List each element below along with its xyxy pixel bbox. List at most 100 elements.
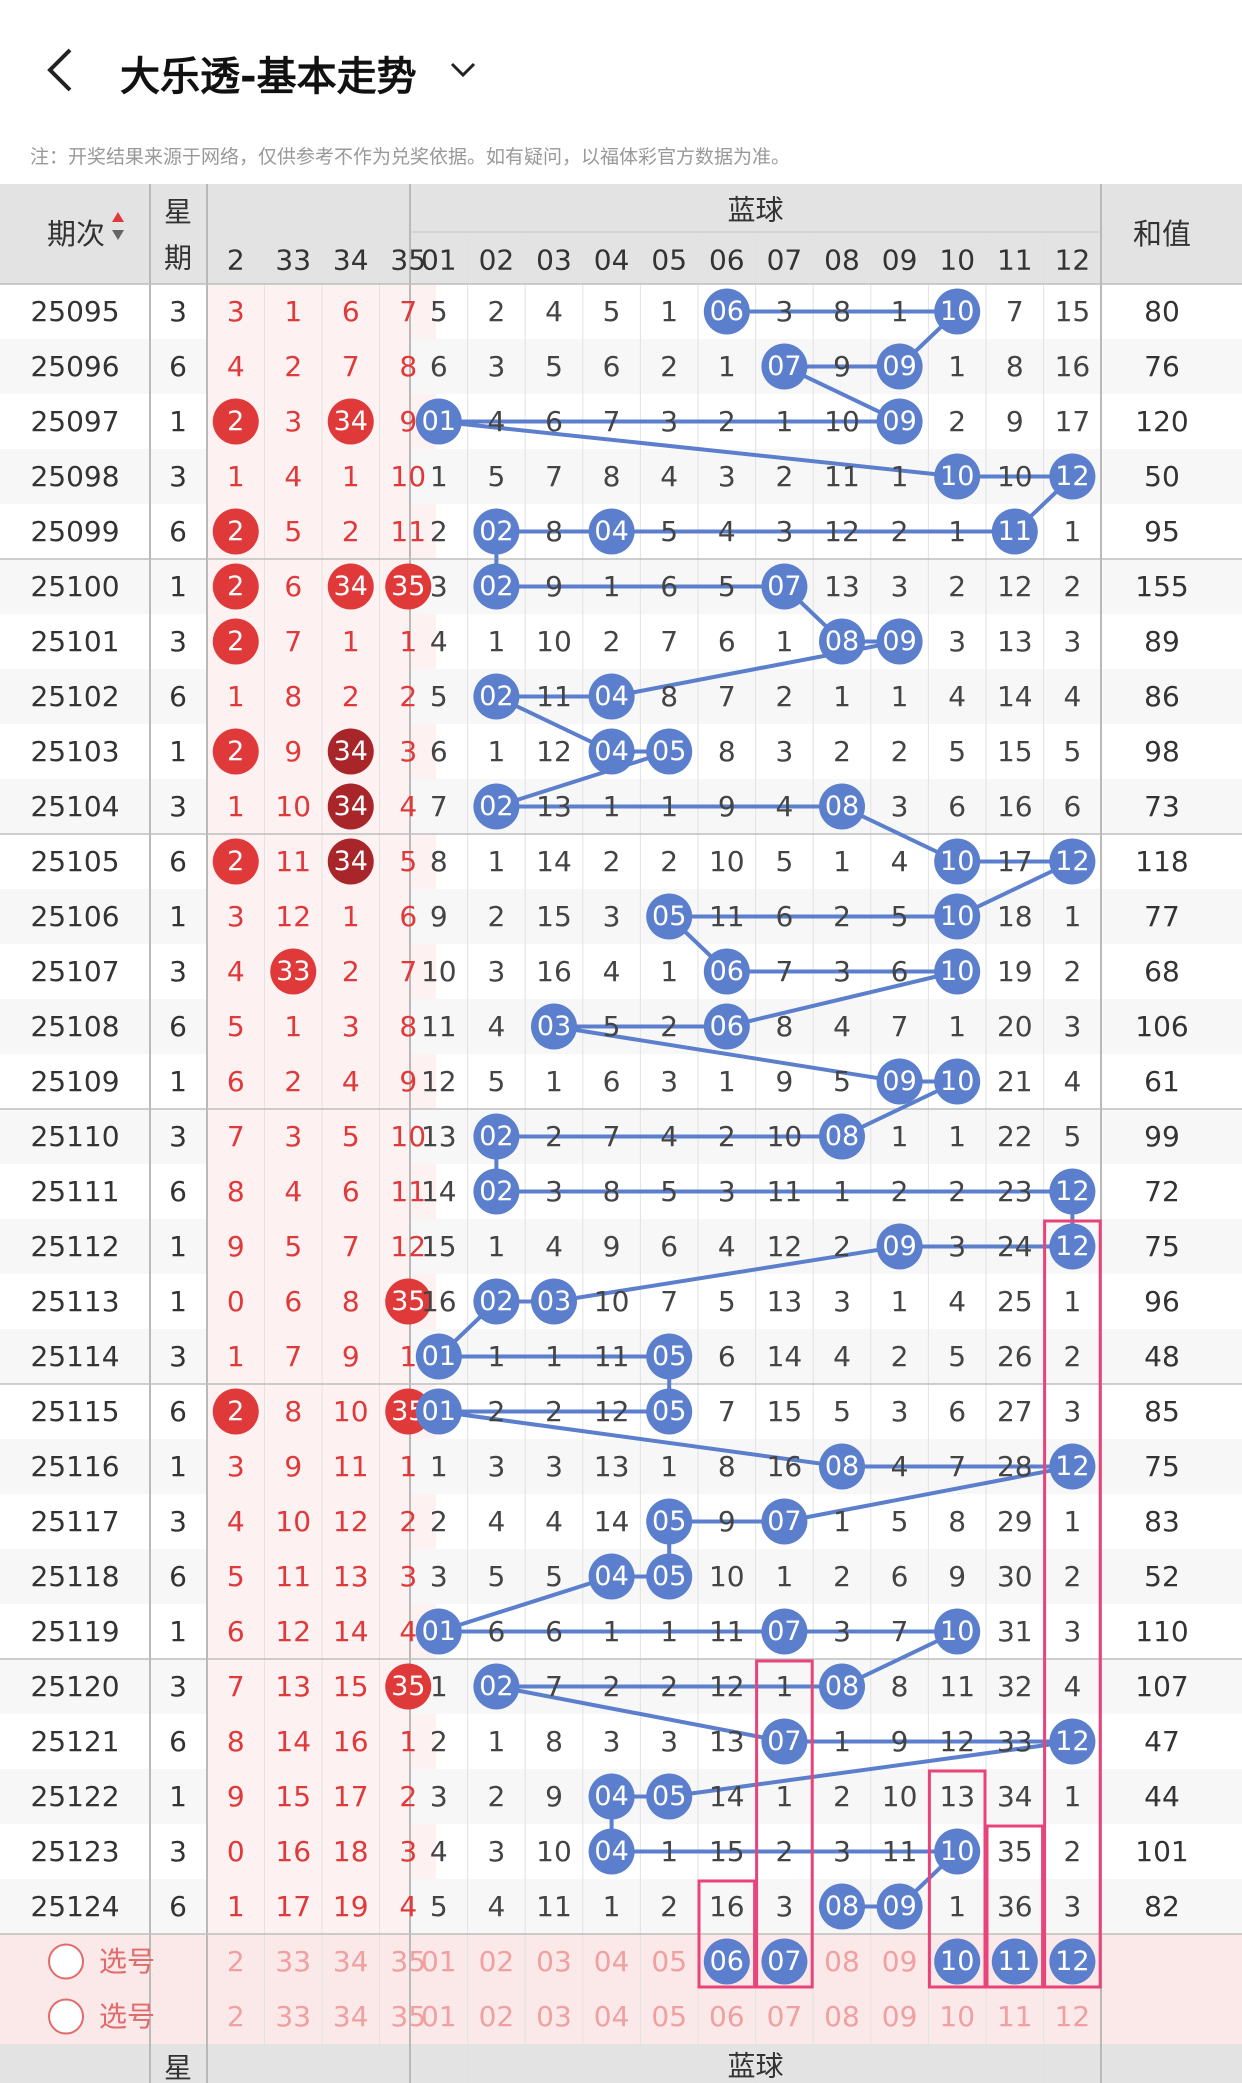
sum-cell: 98	[1144, 735, 1180, 768]
select-blue-number[interactable]: 08	[824, 2000, 860, 2033]
blue-miss-count: 2	[1063, 1560, 1081, 1593]
blue-miss-count: 8	[1006, 350, 1024, 383]
table-row[interactable]: 25114 3 1 7 9 1 01 1 1 11 05 6 14 4 2 5 26 2 48	[30, 1333, 1180, 1380]
back-chevron-icon[interactable]	[40, 46, 80, 94]
blue-miss-count: 10	[997, 460, 1033, 493]
red-miss-count: 2	[284, 350, 302, 383]
select-blue-number[interactable]: 04	[594, 2000, 630, 2033]
blue-ball	[876, 343, 923, 390]
select-blue-number[interactable]: 02	[479, 1945, 515, 1978]
table-row[interactable]: 25107 3 4 33 2 7 10 3 16 4 1 06 7 3 6 10 19 2 68	[30, 948, 1180, 995]
select-red-number[interactable]: 2	[227, 2000, 245, 2033]
table-row[interactable]: 25119 1 6 12 14 4 01 6 6 1 1 11 07 3 7 10 31 3 110	[30, 1608, 1189, 1655]
table-row[interactable]: 25120 3 7 13 15 35 1 02 7 2 2 12 1 08 8 11 32 4 107	[30, 1663, 1189, 1710]
select-blue-number[interactable]: 01	[421, 1945, 457, 1978]
select-blue-number[interactable]: 02	[479, 2000, 515, 2033]
select-blue-number[interactable]: 08	[824, 1945, 860, 1978]
table-row[interactable]: 25095 3 3 1 6 7 5 2 4 5 1 06 3 8 1 10 7 15 80	[30, 288, 1180, 335]
blue-miss-count: 2	[660, 350, 678, 383]
select-blue-number[interactable]: 12	[1055, 2000, 1091, 2033]
select-red-number[interactable]: 34	[333, 1945, 369, 1978]
table-row[interactable]: 25108 6 5 1 3 8 11 4 03 5 2 06 8 4 7 1 20 3 106	[30, 1003, 1189, 1050]
radio-icon[interactable]	[48, 1943, 84, 1980]
select-red-number[interactable]: 33	[275, 1945, 311, 1978]
select-blue-number[interactable]: 05	[651, 1945, 687, 1978]
select-blue-number[interactable]: 07	[767, 2000, 803, 2033]
table-row[interactable]: 25097 1 2 3 34 9 01 4 6 7 3 2 1 10 09 2 9 17 120	[30, 398, 1189, 445]
radio-icon[interactable]	[48, 1998, 84, 2035]
red-miss-count: 10	[275, 790, 311, 823]
blue-miss-count: 6	[718, 625, 736, 658]
red-miss-count: 7	[284, 1340, 302, 1373]
select-blue-number[interactable]: 05	[651, 2000, 687, 2033]
select-blue-number[interactable]: 06	[709, 2000, 745, 2033]
blue-miss-count: 3	[948, 625, 966, 658]
period-cell: 25109	[30, 1065, 119, 1098]
table-row[interactable]: 25116 1 3 9 11 1 1 3 3 13 1 8 16 08 4 7 28 12 75	[30, 1443, 1180, 1490]
table-row[interactable]: 25103 1 2 9 34 3 6 1 12 04 05 8 3 2 2 5 15 5 98	[30, 728, 1180, 775]
table-row[interactable]: 25098 3 1 4 1 10 1 5 7 8 4 3 2 11 1 10 10 12 50	[30, 453, 1180, 500]
select-red-number[interactable]: 33	[275, 2000, 311, 2033]
selected-blue-ball[interactable]	[1049, 1938, 1096, 1985]
table-row[interactable]: 25105 6 2 11 34 5 8 1 14 2 2 10 5 1 4 10 17 12 118	[30, 838, 1189, 885]
blue-miss-count: 3	[1063, 1890, 1081, 1923]
select-red-number[interactable]: 35	[390, 1945, 426, 1978]
table-row[interactable]: 25106 1 3 12 1 6 9 2 15 3 05 11 6 2 5 10 18 1 77	[30, 893, 1180, 940]
selected-blue-ball[interactable]	[934, 1938, 981, 1985]
blue-miss-count: 4	[603, 955, 621, 988]
blue-miss-count: 10	[536, 1835, 572, 1868]
blue-ball-number: 07	[767, 1506, 801, 1537]
selected-blue-ball[interactable]	[703, 1938, 750, 1985]
table-row[interactable]: 25123 3 0 16 18 3 4 3 10 04 1 15 2 3 11 10 35 2 101	[30, 1828, 1189, 1875]
table-row[interactable]: 25109 1 6 2 4 9 12 5 1 6 3 1 9 5 09 10 21 4 61	[30, 1058, 1180, 1105]
select-blue-number[interactable]: 03	[536, 1945, 572, 1978]
row-stripe	[0, 339, 207, 394]
blue-miss-count: 1	[775, 1560, 793, 1593]
select-red-number[interactable]: 35	[390, 2000, 426, 2033]
table-row[interactable]: 25118 6 5 11 13 3 3 5 5 04 05 10 1 2 6 9 30 2 52	[30, 1553, 1180, 1600]
select-blue-number[interactable]: 01	[421, 2000, 457, 2033]
table-row[interactable]: 25099 6 2 5 2 11 2 02 8 04 5 4 3 12 2 1 11 1 95	[30, 508, 1180, 555]
week-cell: 3	[169, 295, 187, 328]
select-red-number[interactable]: 2	[227, 1945, 245, 1978]
select-blue-number[interactable]: 10	[939, 2000, 975, 2033]
table-row[interactable]: 25104 3 1 10 34 4 7 02 13 1 1 9 4 08 3 6 16 6 73	[30, 783, 1180, 830]
table-row[interactable]: 25101 3 2 7 1 1 4 1 10 2 7 6 1 08 09 3 13 3 89	[30, 618, 1180, 665]
select-blue-number[interactable]: 03	[536, 2000, 572, 2033]
selected-blue-number[interactable]: 12	[1055, 1946, 1089, 1977]
selected-blue-number[interactable]: 07	[767, 1946, 801, 1977]
selected-blue-ball[interactable]	[991, 1938, 1038, 1985]
selected-blue-number[interactable]: 11	[998, 1946, 1032, 1977]
blue-ball-number: 07	[767, 351, 801, 382]
select-blue-number[interactable]: 09	[882, 2000, 918, 2033]
table-row[interactable]: 25117 3 4 10 12 2 2 4 4 14 05 9 07 1 5 8 29 1 83	[30, 1498, 1180, 1545]
table-row[interactable]: 25124 6 1 17 19 4 5 4 11 1 2 16 3 08 09 1 36 3 82	[30, 1883, 1180, 1930]
blue-ball	[473, 1113, 520, 1160]
selected-blue-number[interactable]: 06	[710, 1946, 744, 1977]
selected-blue-number[interactable]: 10	[940, 1946, 974, 1977]
table-row[interactable]: 25122 1 9 15 17 2 3 2 9 04 05 14 1 2 10 13 34 1 44	[30, 1773, 1180, 1820]
select-blue-number[interactable]: 04	[594, 1945, 630, 1978]
table-row[interactable]: 25096 6 4 2 7 8 6 3 5 6 2 1 07 9 09 1 8 16 76	[30, 343, 1180, 390]
sum-cell: 107	[1135, 1670, 1188, 1703]
chevron-down-icon[interactable]	[448, 56, 478, 84]
blue-miss-count: 3	[660, 1065, 678, 1098]
select-blue-number[interactable]: 11	[997, 2000, 1033, 2033]
select-red-number[interactable]: 34	[333, 2000, 369, 2033]
selected-blue-ball[interactable]	[761, 1938, 808, 1985]
blue-miss-count: 2	[603, 845, 621, 878]
blue-ball-number: 07	[767, 571, 801, 602]
table-row[interactable]: 25102 6 1 8 2 2 5 02 11 04 8 7 2 1 1 4 14 4 86	[30, 673, 1180, 720]
sort-up-icon[interactable]	[112, 212, 124, 222]
sort-down-icon[interactable]	[112, 230, 124, 240]
table-row[interactable]: 25100 1 2 6 34 35 3 02 9 1 6 5 07 13 3 2 12 2 155	[30, 563, 1189, 610]
select-blue-number[interactable]: 09	[882, 1945, 918, 1978]
table-row[interactable]: 25121 6 8 14 16 1 2 1 8 3 3 13 07 1 9 12 33 12 47	[30, 1718, 1180, 1765]
